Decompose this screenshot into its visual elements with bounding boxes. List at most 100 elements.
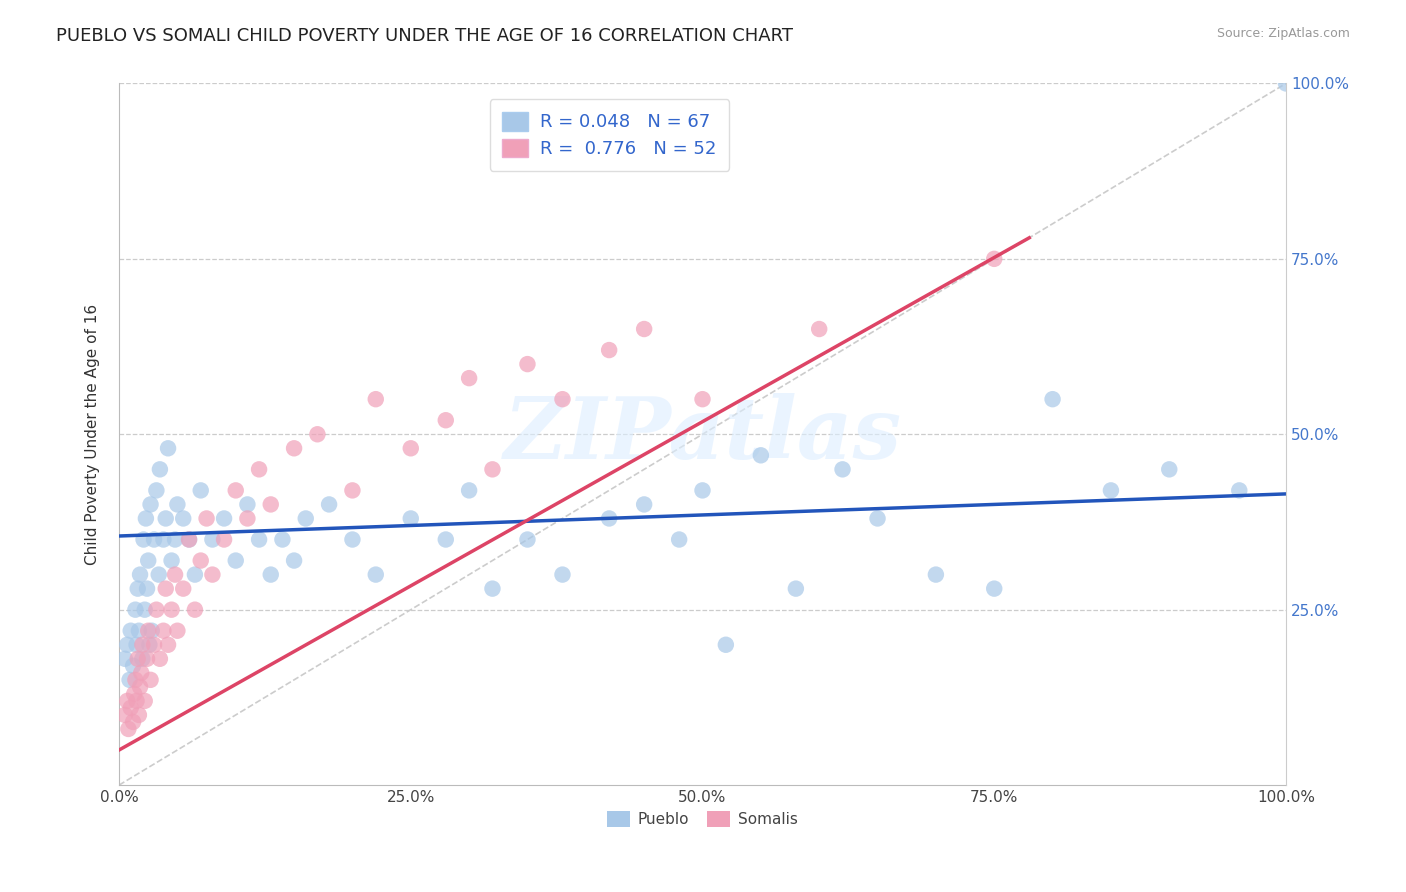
Point	[714, 638, 737, 652]
Point	[225, 553, 247, 567]
Text: ZIPatlas: ZIPatlas	[503, 392, 901, 476]
Point	[236, 511, 259, 525]
Point	[136, 624, 159, 638]
Point	[143, 533, 166, 547]
Point	[172, 511, 194, 525]
Point	[399, 442, 422, 456]
Point	[925, 567, 948, 582]
Point	[692, 483, 714, 498]
Point	[184, 602, 207, 616]
Point	[166, 498, 188, 512]
Point	[190, 553, 212, 567]
Point	[551, 392, 574, 407]
Point	[152, 533, 174, 547]
Point	[749, 448, 772, 462]
Point	[481, 582, 503, 596]
Point	[132, 533, 155, 547]
Point	[122, 714, 145, 729]
Point	[128, 624, 150, 638]
Y-axis label: Child Poverty Under the Age of 16: Child Poverty Under the Age of 16	[86, 303, 100, 565]
Point	[115, 638, 138, 652]
Point	[516, 357, 538, 371]
Point	[117, 722, 139, 736]
Point	[157, 638, 180, 652]
Point	[125, 694, 148, 708]
Point	[139, 673, 162, 687]
Point	[136, 582, 159, 596]
Point	[172, 582, 194, 596]
Point	[598, 511, 620, 525]
Point	[307, 427, 329, 442]
Point	[692, 392, 714, 407]
Point	[115, 694, 138, 708]
Point	[136, 553, 159, 567]
Point	[668, 533, 690, 547]
Point	[157, 442, 180, 456]
Point	[225, 483, 247, 498]
Point	[160, 602, 183, 616]
Point	[134, 694, 156, 708]
Point	[598, 343, 620, 357]
Point	[983, 582, 1005, 596]
Point	[434, 533, 457, 547]
Text: Source: ZipAtlas.com: Source: ZipAtlas.com	[1216, 27, 1350, 40]
Point	[342, 533, 364, 547]
Point	[165, 567, 187, 582]
Point	[201, 533, 224, 547]
Point	[1042, 392, 1064, 407]
Point	[120, 701, 142, 715]
Point	[481, 462, 503, 476]
Point	[124, 673, 146, 687]
Point	[120, 624, 142, 638]
Point	[201, 567, 224, 582]
Point	[212, 533, 235, 547]
Point	[342, 483, 364, 498]
Point	[212, 511, 235, 525]
Point	[136, 652, 159, 666]
Point	[166, 624, 188, 638]
Point	[122, 658, 145, 673]
Point	[271, 533, 294, 547]
Point	[458, 371, 481, 385]
Point	[785, 582, 807, 596]
Point	[124, 602, 146, 616]
Point	[114, 652, 136, 666]
Point	[127, 652, 149, 666]
Point	[283, 442, 305, 456]
Point	[131, 652, 153, 666]
Point	[143, 638, 166, 652]
Point	[148, 567, 170, 582]
Point	[145, 483, 167, 498]
Point	[633, 498, 655, 512]
Point	[134, 602, 156, 616]
Point	[633, 322, 655, 336]
Point	[831, 462, 853, 476]
Point	[516, 533, 538, 547]
Point	[458, 483, 481, 498]
Point	[138, 638, 160, 652]
Point	[434, 413, 457, 427]
Point	[177, 533, 200, 547]
Point	[551, 567, 574, 582]
Point	[364, 392, 387, 407]
Point	[318, 498, 340, 512]
Point	[260, 567, 283, 582]
Point	[118, 673, 141, 687]
Point	[190, 483, 212, 498]
Point	[983, 252, 1005, 266]
Point	[114, 707, 136, 722]
Point	[1099, 483, 1122, 498]
Point	[131, 638, 153, 652]
Point	[122, 687, 145, 701]
Point	[808, 322, 831, 336]
Point	[1227, 483, 1250, 498]
Point	[139, 498, 162, 512]
Point	[129, 665, 152, 680]
Point	[1159, 462, 1181, 476]
Point	[283, 553, 305, 567]
Point	[152, 624, 174, 638]
Point	[125, 638, 148, 652]
Point	[149, 462, 172, 476]
Point	[141, 624, 163, 638]
Point	[128, 707, 150, 722]
